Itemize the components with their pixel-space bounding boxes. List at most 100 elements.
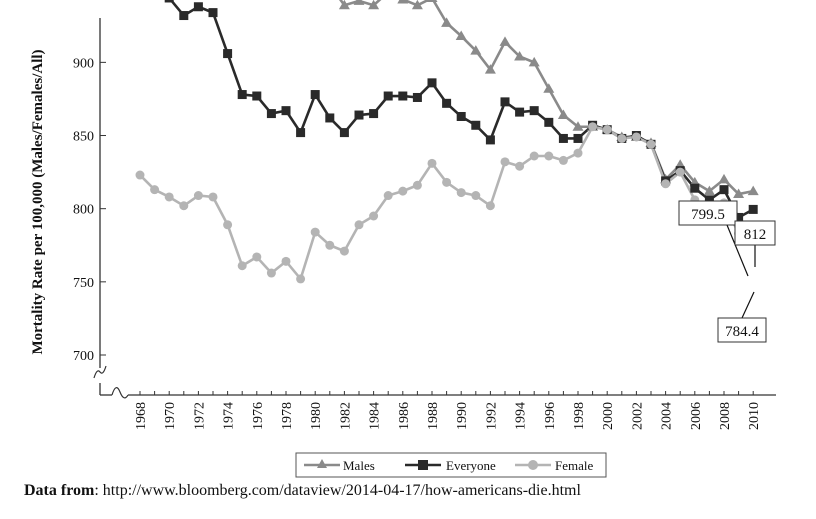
data-point-female bbox=[529, 151, 539, 161]
data-point-males bbox=[733, 188, 745, 199]
data-point-everyone bbox=[296, 128, 306, 138]
data-point-everyone bbox=[208, 8, 218, 18]
data-point-everyone bbox=[734, 212, 744, 222]
data-point-female bbox=[223, 220, 233, 230]
x-tick-label: 2002 bbox=[630, 402, 645, 430]
data-point-everyone bbox=[704, 195, 714, 205]
x-tick-label: 1996 bbox=[543, 402, 558, 430]
data-point-everyone bbox=[325, 113, 335, 123]
legend-item-everyone: Everyone bbox=[405, 458, 496, 473]
callouts: 799.5 812 784.4 bbox=[678, 200, 776, 343]
data-source-label: Data from bbox=[24, 482, 95, 499]
legend-triangle-icon bbox=[317, 459, 327, 468]
data-point-males bbox=[397, 0, 409, 4]
data-point-males bbox=[543, 83, 555, 93]
data-point-female bbox=[602, 125, 612, 135]
axis-break-icon bbox=[93, 365, 107, 379]
callout-799-label: 799.5 bbox=[691, 207, 725, 223]
data-point-males bbox=[499, 36, 511, 46]
data-point-males bbox=[557, 109, 569, 120]
data-point-everyone bbox=[383, 91, 393, 101]
series-line-males bbox=[339, 0, 754, 196]
data-point-everyone bbox=[179, 11, 189, 21]
data-point-everyone bbox=[442, 98, 452, 108]
data-point-everyone bbox=[515, 107, 525, 117]
x-tick-label: 1974 bbox=[222, 402, 237, 430]
y-axis-tick-marks bbox=[100, 61, 106, 356]
x-axis-break-icon bbox=[111, 387, 129, 399]
data-point-female bbox=[427, 158, 437, 168]
data-point-males bbox=[470, 45, 482, 55]
data-point-everyone bbox=[719, 185, 729, 195]
legend-circle-icon bbox=[528, 460, 538, 470]
data-point-female bbox=[558, 155, 568, 165]
callout-784-label: 784.4 bbox=[725, 324, 759, 340]
legend: Males Everyone Female bbox=[295, 452, 607, 478]
legend-box bbox=[295, 452, 607, 478]
x-tick-label: 2006 bbox=[689, 402, 704, 430]
x-tick-label: 1970 bbox=[163, 402, 178, 430]
data-point-everyone bbox=[573, 133, 583, 143]
data-point-female bbox=[617, 133, 627, 143]
y-axis-label: Mortality Rate per 100,000 (Males/Female… bbox=[30, 49, 46, 354]
legend-label-everyone: Everyone bbox=[446, 458, 496, 473]
data-point-everyone bbox=[252, 91, 262, 101]
legend-item-female: Female bbox=[515, 458, 593, 473]
data-point-males bbox=[411, 0, 423, 10]
data-point-female bbox=[485, 201, 495, 211]
y-axis-tick-labels: 7007508008509009501,0001,0501,1001,150 bbox=[73, 56, 94, 364]
data-point-everyone bbox=[339, 128, 349, 138]
series-lines bbox=[139, 0, 754, 281]
x-tick-label: 1986 bbox=[397, 402, 412, 430]
data-point-female bbox=[646, 139, 656, 149]
data-point-males bbox=[441, 17, 453, 27]
data-point-female bbox=[252, 252, 262, 262]
axes bbox=[93, 18, 776, 399]
y-tick-label: 850 bbox=[73, 130, 94, 145]
data-point-everyone bbox=[193, 2, 203, 12]
data-source: Data from: http://www.bloomberg.com/data… bbox=[24, 482, 581, 500]
data-point-males bbox=[718, 173, 730, 184]
data-point-female bbox=[296, 274, 306, 284]
callout-799-box bbox=[678, 200, 738, 226]
data-point-everyone bbox=[485, 135, 495, 145]
callout-812-label: 812 bbox=[744, 227, 767, 243]
data-point-everyone bbox=[237, 90, 247, 100]
x-tick-label: 1978 bbox=[280, 402, 295, 430]
x-tick-label: 1990 bbox=[455, 402, 470, 430]
callout-784-box bbox=[717, 317, 767, 343]
data-point-males bbox=[572, 121, 584, 131]
data-point-female bbox=[164, 192, 174, 202]
data-point-female bbox=[471, 191, 481, 201]
data-point-everyone bbox=[544, 117, 554, 127]
data-point-everyone bbox=[558, 133, 568, 143]
data-point-males bbox=[455, 30, 467, 41]
data-point-female bbox=[398, 186, 408, 196]
y-tick-label: 900 bbox=[73, 56, 94, 71]
data-point-males bbox=[368, 0, 380, 10]
data-point-males bbox=[747, 185, 759, 196]
data-point-everyone bbox=[427, 78, 437, 88]
data-point-female bbox=[150, 185, 160, 195]
data-point-female bbox=[500, 157, 510, 167]
y-tick-label: 800 bbox=[73, 203, 94, 218]
x-tick-label: 1984 bbox=[368, 402, 383, 430]
data-point-female bbox=[339, 246, 349, 256]
data-point-everyone bbox=[690, 183, 700, 193]
x-axis-tick-labels: 1968 1970 1972 1974 1976 1978 1980 1982 1984 1986… bbox=[134, 402, 762, 430]
data-point-everyone bbox=[310, 90, 320, 100]
data-point-female bbox=[193, 191, 203, 201]
callout-799-leader bbox=[726, 224, 749, 277]
x-tick-label: 1998 bbox=[572, 402, 587, 430]
data-point-everyone bbox=[369, 109, 379, 119]
series-line-female bbox=[139, 125, 754, 281]
x-tick-label: 1988 bbox=[426, 402, 441, 430]
data-point-everyone bbox=[281, 106, 291, 116]
data-point-everyone bbox=[266, 109, 276, 119]
x-tick-label: 1976 bbox=[251, 402, 266, 430]
legend-label-males: Males bbox=[343, 458, 375, 473]
data-point-female bbox=[661, 179, 671, 189]
y-tick-label: 700 bbox=[73, 349, 94, 364]
data-point-female bbox=[675, 167, 685, 177]
data-point-everyone bbox=[164, 0, 174, 3]
